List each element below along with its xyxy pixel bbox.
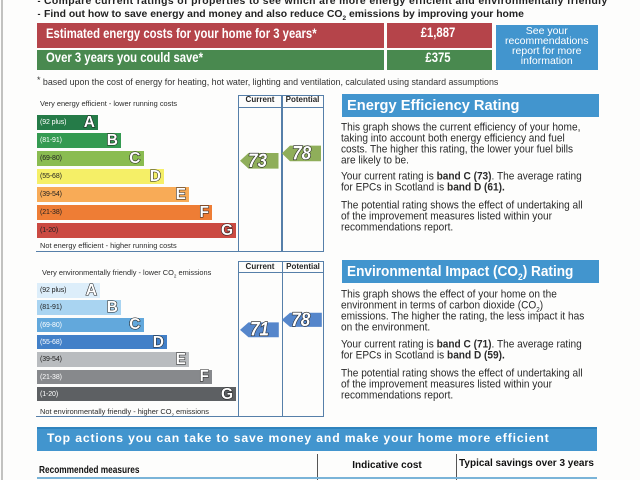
- svg-text:78: 78: [292, 143, 311, 165]
- svg-text:73: 73: [248, 150, 267, 172]
- svg-text:78: 78: [291, 309, 310, 331]
- svg-text:71: 71: [250, 319, 269, 341]
